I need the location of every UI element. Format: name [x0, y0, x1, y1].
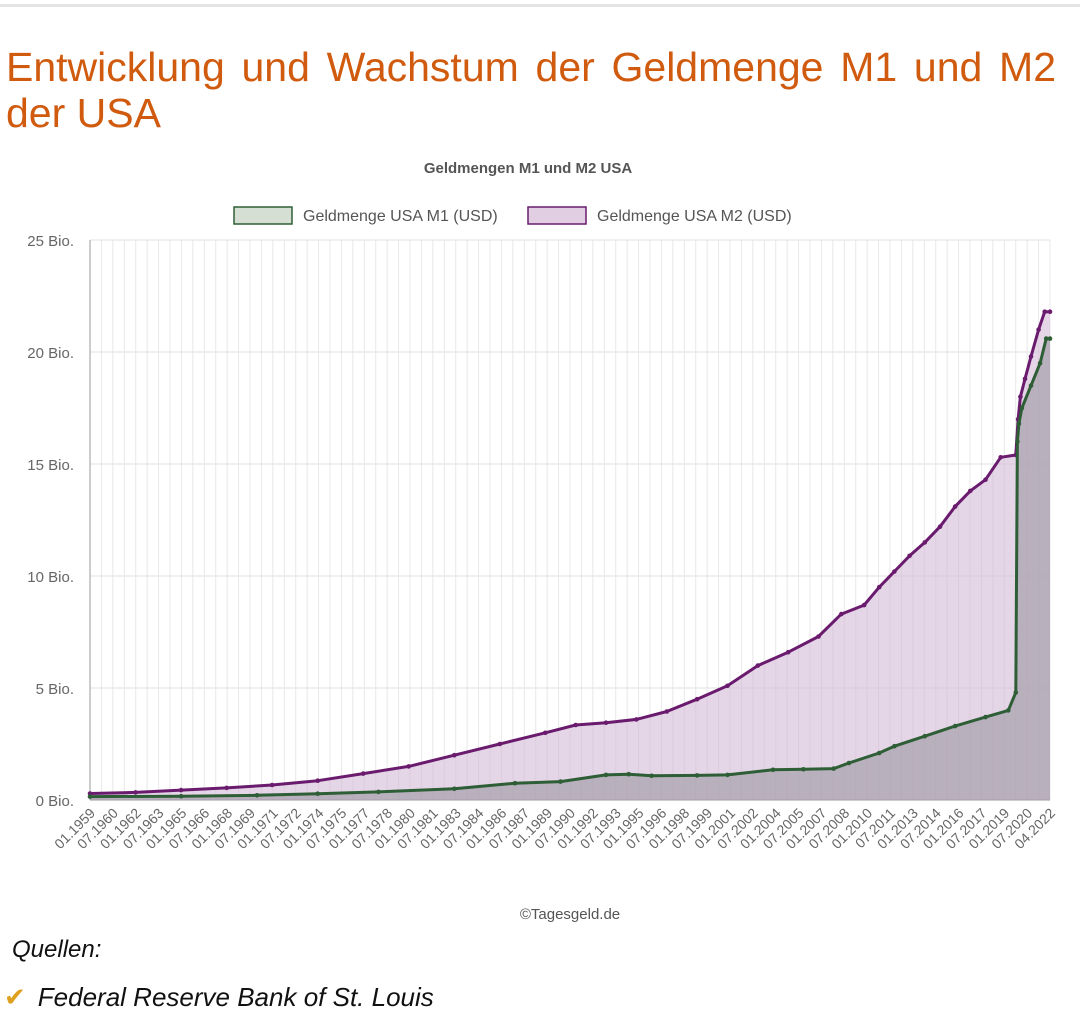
- series-2-point: [876, 584, 882, 590]
- y-tick-label: 15 Bio.: [27, 457, 74, 474]
- y-tick-label: 5 Bio.: [36, 681, 74, 698]
- legend-swatch-2: [527, 206, 587, 225]
- series-1-point: [1028, 383, 1034, 388]
- series-2-point: [892, 569, 897, 574]
- source-label: Federal Reserve Bank of St. Louis: [37, 982, 434, 1012]
- series-area-1: [90, 338, 1050, 800]
- sources-label: Quellen:: [12, 936, 102, 963]
- series-2-point: [952, 504, 958, 509]
- series-1-point: [452, 786, 457, 792]
- series-2-point: [937, 524, 943, 529]
- series-1-point: [603, 772, 609, 778]
- series-2-point: [406, 764, 412, 769]
- series-2-point: [315, 778, 321, 783]
- series-2-point: [1022, 376, 1028, 382]
- series-1-point: [846, 760, 852, 766]
- series-1-point: [254, 793, 260, 798]
- series-1-point: [512, 780, 518, 786]
- series-area-2: [90, 311, 1050, 800]
- series-2-point: [1042, 309, 1047, 314]
- y-tick-label: 25 Bio.: [27, 233, 74, 250]
- series-1-point: [770, 767, 776, 773]
- y-tick-label: 10 Bio.: [27, 569, 74, 586]
- y-tick-label: 20 Bio.: [27, 345, 74, 362]
- check-icon: ✔: [4, 982, 26, 1012]
- series-2-point: [452, 752, 457, 758]
- series-2-point: [839, 611, 844, 617]
- series-1-point: [801, 767, 806, 772]
- series-1-point: [983, 714, 988, 720]
- series-1-point: [1047, 336, 1053, 341]
- series-1-point: [892, 743, 897, 749]
- legend-label-2: Geldmenge USA M2 (USD): [597, 208, 792, 225]
- series-2-point: [816, 634, 821, 639]
- series-2-point: [983, 477, 988, 483]
- series-1-point: [1037, 360, 1043, 366]
- series-2-point: [634, 717, 639, 722]
- series-2-point: [1018, 394, 1023, 400]
- series-1-point: [831, 766, 836, 771]
- series-2-point: [785, 649, 791, 655]
- series-2-point: [922, 540, 928, 545]
- series-1-point: [1013, 690, 1019, 695]
- series-1-point: [1019, 405, 1025, 411]
- series-1-point: [178, 793, 184, 799]
- series-1-point: [1043, 336, 1049, 341]
- series-2-point: [360, 771, 366, 776]
- series-1-point: [876, 750, 882, 756]
- series-2-point: [664, 709, 670, 714]
- series-1-point: [649, 773, 654, 779]
- series-1-point: [376, 789, 381, 795]
- series-2-point: [1036, 327, 1041, 332]
- series-1-point: [558, 779, 563, 784]
- series-2-point: [694, 696, 700, 702]
- series-1-point: [315, 791, 321, 796]
- series-2-point: [907, 553, 912, 559]
- series-1-point: [725, 772, 730, 778]
- series-2-point: [861, 602, 867, 608]
- series-2-point: [603, 720, 609, 725]
- series-2-point: [968, 488, 973, 494]
- series-2-point: [755, 663, 761, 668]
- series-2-point: [133, 790, 138, 795]
- series-2-point: [1028, 354, 1034, 359]
- series-1-point: [1016, 421, 1022, 427]
- money-supply-chart: Geldmengen M1 und M2 USA Geldmenge USA M1…: [27, 160, 1058, 923]
- credit-label: ©Tagesgeld.de: [520, 906, 620, 923]
- series-2-point: [178, 787, 184, 793]
- series-1-point: [694, 773, 700, 778]
- series-2-point: [224, 785, 229, 791]
- legend-swatch-1: [233, 206, 293, 225]
- page-title: Entwicklung und Wachstum der Geldmenge M…: [6, 44, 1056, 136]
- y-tick-label: 0 Bio.: [36, 793, 74, 810]
- series-2-point: [1047, 309, 1053, 314]
- series-1-point: [626, 771, 632, 777]
- series-1-point: [87, 794, 93, 799]
- series-1-point: [1006, 708, 1011, 713]
- chart-title: Geldmengen M1 und M2 USA: [424, 160, 633, 177]
- series-2-point: [573, 722, 578, 728]
- series-1-point: [1015, 439, 1020, 444]
- series-2-point: [543, 730, 548, 736]
- legend-label-1: Geldmenge USA M1 (USD): [303, 208, 498, 225]
- series-2-point: [725, 683, 730, 689]
- series-2-point: [998, 455, 1003, 460]
- series-1-point: [952, 723, 958, 729]
- series-1-point: [922, 733, 928, 739]
- top-divider: [0, 4, 1080, 7]
- series-2-point: [269, 782, 275, 788]
- series-2-point: [497, 741, 503, 747]
